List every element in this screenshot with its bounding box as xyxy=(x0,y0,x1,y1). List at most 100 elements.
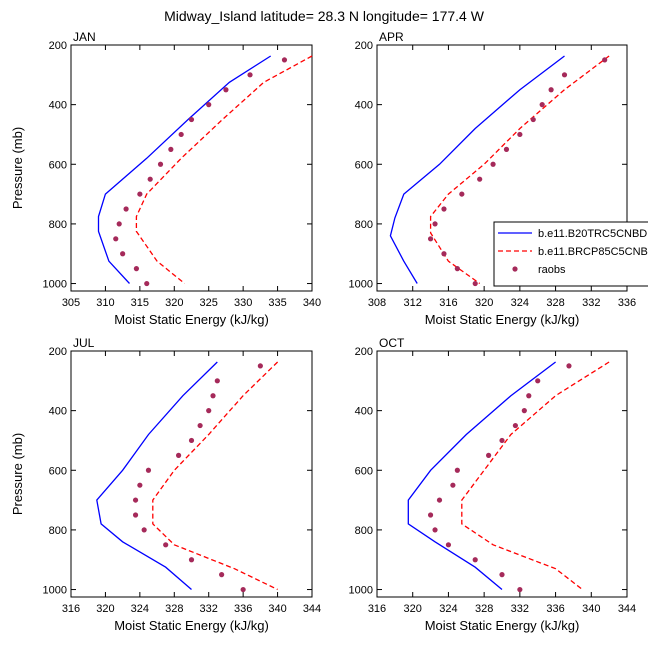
raobs-point xyxy=(197,422,203,429)
x-tick-label: 320 xyxy=(96,603,114,615)
raobs-point xyxy=(132,512,139,518)
raobs-point xyxy=(168,146,174,152)
y-tick-label: 600 xyxy=(355,465,373,477)
x-tick-label: 332 xyxy=(582,297,600,309)
x-tick-label: 316 xyxy=(62,603,80,615)
x-axis-label: Moist Static Energy (kJ/kg) xyxy=(114,618,269,633)
panel-oct: OCT 316 320 324 328 332 336 340 344 200 400 600 800 1… xyxy=(349,336,637,633)
raobs-point xyxy=(219,572,225,578)
x-tick-label: 305 xyxy=(62,297,80,309)
raobs-point xyxy=(499,572,505,578)
raobs-point xyxy=(240,586,246,593)
legend-label: b.e11.B20TRC5CNBDRD xyxy=(538,228,648,240)
y-tick-label: 1000 xyxy=(43,279,67,291)
raobs-point xyxy=(133,266,140,272)
x-tick-label: 325 xyxy=(200,297,218,309)
y-tick-label: 600 xyxy=(49,465,67,477)
x-tick-label: 320 xyxy=(404,603,422,615)
x-tick-label: 320 xyxy=(165,297,183,309)
x-tick-label: 316 xyxy=(368,603,386,615)
y-tick-label: 200 xyxy=(355,346,373,358)
raobs-point xyxy=(472,557,478,563)
raobs-point xyxy=(526,393,532,399)
raobs-point xyxy=(499,437,505,444)
raobs-point xyxy=(602,57,608,63)
x-tick-label: 330 xyxy=(234,297,252,309)
x-axis-label: Moist Static Energy (kJ/kg) xyxy=(425,618,580,633)
raobs-point xyxy=(178,131,184,138)
y-tick-label: 400 xyxy=(49,406,67,418)
series-raobs xyxy=(113,57,288,287)
x-axis-label: Moist Static Energy (kJ/kg) xyxy=(425,312,580,327)
raobs-point xyxy=(206,408,212,414)
x-tick-label: 328 xyxy=(165,603,183,615)
x-tick-label: 316 xyxy=(439,297,457,309)
series-line-b20tr xyxy=(389,55,565,284)
x-tick-label: 340 xyxy=(268,603,286,615)
y-axis-label: Pressure (mb) xyxy=(10,127,25,209)
series-line-rcp85 xyxy=(152,361,279,591)
series-raobs xyxy=(427,363,572,593)
figure-title: Midway_Island latitude= 28.3 N longitude… xyxy=(164,8,485,24)
panels: JAN 305 310 315 320 325 330 335 340 200 400 600 800 1… xyxy=(10,30,636,633)
panel-jul: JUL 316 320 324 328 332 336 340 344 200 400 600 800 1… xyxy=(10,336,321,633)
raobs-point xyxy=(459,191,465,197)
raobs-point xyxy=(548,87,554,93)
panel-jan: JAN 305 310 315 320 325 330 335 340 200 400 600 800 1… xyxy=(10,30,321,327)
y-tick-label: 1000 xyxy=(43,585,67,597)
y-tick-label: 200 xyxy=(49,40,67,52)
y-tick-label: 400 xyxy=(355,100,373,112)
x-tick-label: 328 xyxy=(546,297,564,309)
raobs-point xyxy=(113,236,119,242)
raobs-point xyxy=(512,422,518,429)
y-tick-label: 800 xyxy=(49,219,67,231)
raobs-point xyxy=(188,557,195,563)
panel-apr: APR 308 312 316 320 324 328 332 336 200 400 600 800 1… xyxy=(349,30,637,327)
raobs-point xyxy=(137,482,143,488)
raobs-point xyxy=(517,586,523,593)
x-tick-label: 310 xyxy=(96,297,114,309)
raobs-point xyxy=(432,221,438,227)
x-tick-label: 332 xyxy=(200,603,218,615)
raobs-point xyxy=(454,266,460,272)
raobs-point xyxy=(450,482,456,488)
plot-frame xyxy=(376,44,628,292)
raobs-point xyxy=(566,363,572,369)
y-tick-label: 1000 xyxy=(349,279,373,291)
raobs-point xyxy=(145,467,152,473)
raobs-point xyxy=(157,161,164,167)
raobs-point xyxy=(503,146,510,152)
raobs-point xyxy=(490,161,496,167)
series-line-b20tr xyxy=(96,361,218,590)
x-tick-label: 324 xyxy=(131,603,149,615)
series-line-b20tr xyxy=(97,55,272,284)
raobs-point xyxy=(141,527,147,533)
x-tick-label: 336 xyxy=(234,603,252,615)
raobs-point xyxy=(517,131,523,138)
raobs-point xyxy=(223,87,229,93)
x-tick-label: 344 xyxy=(618,603,636,615)
x-tick-label: 315 xyxy=(131,297,149,309)
x-tick-label: 308 xyxy=(368,297,386,309)
y-tick-label: 800 xyxy=(355,525,373,537)
y-tick-label: 600 xyxy=(49,159,67,171)
legend: b.e11.B20TRC5CNBDRD b.e11.BRCP85C5CNBDRD r… xyxy=(493,221,648,287)
plot-frame xyxy=(70,350,313,598)
x-tick-label: 340 xyxy=(582,603,600,615)
raobs-point xyxy=(441,206,447,212)
y-tick-label: 400 xyxy=(355,406,373,418)
raobs-point xyxy=(188,437,195,444)
raobs-point xyxy=(427,512,434,518)
raobs-point xyxy=(147,176,153,182)
panel-title: OCT xyxy=(379,336,405,350)
x-tick-label: 332 xyxy=(511,603,529,615)
raobs-point xyxy=(210,393,216,399)
plot-frame xyxy=(376,350,628,598)
raobs-point xyxy=(137,191,143,197)
raobs-point xyxy=(535,378,541,384)
x-tick-label: 336 xyxy=(618,297,636,309)
x-tick-label: 324 xyxy=(511,297,529,309)
raobs-point xyxy=(561,72,568,78)
raobs-point xyxy=(454,467,460,473)
legend-marker xyxy=(512,266,518,272)
